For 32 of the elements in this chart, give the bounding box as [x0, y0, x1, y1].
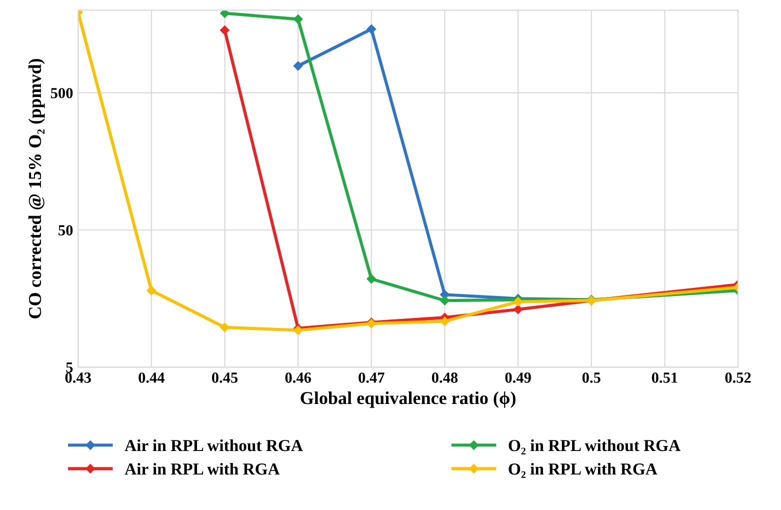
point: [440, 296, 450, 306]
point: [220, 26, 230, 35]
legend-label: O₂ in RPL without RGA: [508, 439, 680, 454]
x-tick-label: 0.49: [505, 372, 531, 383]
x-tick-label: 0.46: [285, 372, 312, 383]
x-tick-label: 0.47: [358, 372, 384, 383]
x-tick-label: 0.43: [65, 372, 91, 383]
point: [293, 61, 303, 71]
x-axis-title: Global equivalence ratio (ϕ): [300, 391, 516, 408]
legend-label: O₂ in RPL with RGA: [508, 462, 658, 478]
point: [513, 304, 523, 314]
point: [146, 286, 156, 296]
legend-label: Air in RPL with RGA: [124, 462, 280, 475]
x-tick-label: 0.52: [725, 372, 751, 383]
y-tick-label: 5: [66, 362, 73, 373]
point: [440, 316, 450, 326]
point: [220, 322, 230, 332]
x-tick-label: 0.44: [138, 372, 165, 383]
point: [293, 326, 303, 335]
y-tick-label: 50: [58, 225, 73, 236]
legend-label: Air in RPL without RGA: [124, 439, 303, 452]
x-tick-label: 0.45: [212, 372, 238, 383]
y-tick-label: 500: [50, 88, 73, 98]
point: [366, 24, 376, 34]
x-tick-label: 0.48: [432, 372, 458, 383]
point: [366, 274, 376, 284]
point: [220, 10, 230, 18]
x-tick-label: 0.51: [652, 372, 678, 383]
point: [293, 14, 303, 24]
point: [513, 297, 523, 306]
y-axis-title: CO corrected @ 15% O₂ (ppmvd): [28, 58, 45, 318]
x-tick-label: 0.5: [582, 372, 600, 383]
